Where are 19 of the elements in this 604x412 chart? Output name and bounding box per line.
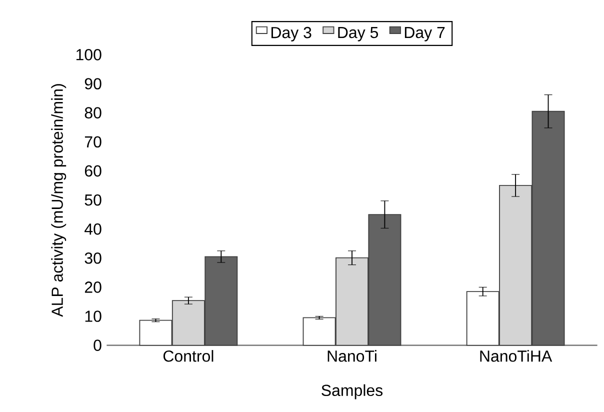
- x-axis-title: Samples: [322, 384, 383, 400]
- y-tick-label: 10: [85, 310, 102, 322]
- y-tick-label: 40: [84, 223, 102, 235]
- y-tick-label: 100: [76, 49, 102, 60]
- y-tick-label: 50: [84, 194, 102, 206]
- y-tick-label: 70: [84, 136, 102, 148]
- y-tick-label: 0: [94, 340, 102, 351]
- y-tick-label: 80: [84, 107, 102, 118]
- y-tick-label: 90: [84, 78, 102, 90]
- legend-label: Day 5: [338, 27, 378, 42]
- y-axis-title: ALP activity (mU/mg protein/min): [51, 84, 66, 317]
- y-tick-label: 60: [84, 165, 102, 177]
- legend-label: Day 3: [271, 26, 312, 42]
- x-tick-label: NanoTi: [328, 350, 376, 362]
- y-tick-label: 30: [84, 252, 102, 264]
- x-tick-label: NanoTiHA: [480, 350, 552, 362]
- legend-label: Day 7: [404, 27, 445, 42]
- x-tick-label: Control: [163, 350, 214, 362]
- y-tick-label: 20: [84, 282, 102, 293]
